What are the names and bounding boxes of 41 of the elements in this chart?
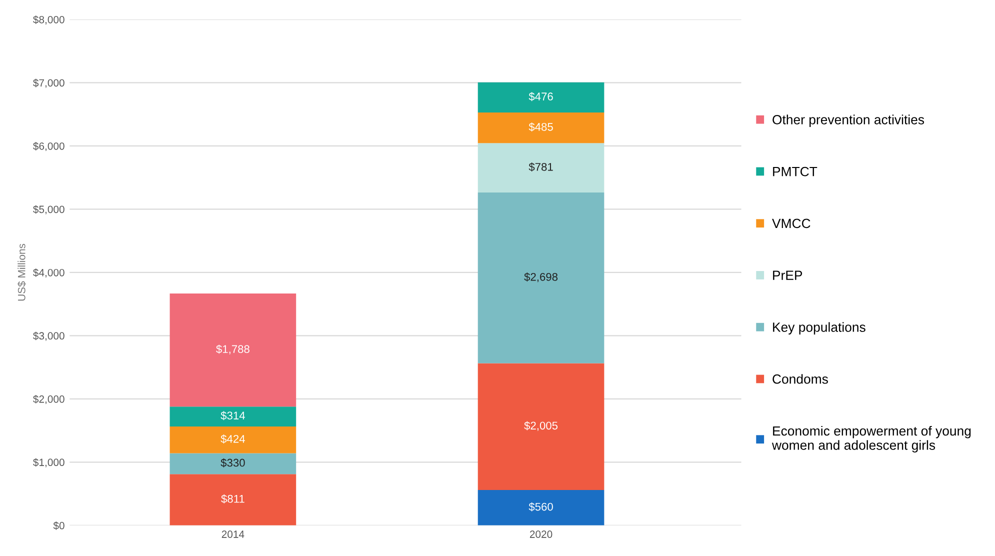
y-tick-label: $8,000 [33, 16, 64, 25]
data-label: $330 [220, 458, 245, 468]
y-tick-label: $6,000 [33, 142, 64, 152]
bar [170, 406, 296, 426]
legend-label: Key populations [773, 322, 866, 334]
bar [170, 474, 296, 526]
data-label: $811 [221, 494, 244, 504]
x-tick-label: 2020 [530, 530, 552, 538]
bar [478, 82, 604, 112]
x-tick-label: 2014 [222, 530, 244, 538]
legend-label: Other prevention activities [772, 114, 924, 127]
data-label: $560 [528, 502, 553, 512]
bar [170, 426, 296, 454]
data-label: $485 [528, 122, 553, 132]
data-label: $2,698 [524, 272, 558, 282]
bar [478, 363, 604, 490]
bar [478, 112, 604, 144]
data-label: $1,788 [216, 344, 250, 354]
bar [170, 294, 296, 407]
y-tick-label: $7,000 [33, 78, 64, 88]
legend-label: Economic empowerment of young women and adolescent girls [772, 426, 971, 452]
data-label: $314 [220, 411, 245, 420]
data-label: $476 [528, 92, 553, 102]
y-tick-label: $3,000 [33, 332, 64, 341]
y-tick-label: $1,000 [33, 458, 64, 468]
legend-label: PrEP [773, 270, 802, 280]
bar [478, 143, 604, 193]
legend-label: VMCC [772, 218, 810, 228]
legend-label: Condoms [772, 374, 828, 384]
y-tick-label: $2,000 [33, 394, 64, 404]
legend-label: PMTCT [773, 166, 818, 176]
bar [478, 192, 604, 364]
bar [170, 453, 296, 474]
y-tick-label: $0 [53, 521, 64, 530]
bar [478, 490, 604, 526]
data-label: $781 [528, 162, 553, 172]
y-tick-label: $5,000 [33, 205, 64, 214]
y-axis-title: US$ Millions [18, 244, 26, 301]
y-tick-label: $4,000 [33, 268, 64, 278]
data-label: $424 [220, 434, 245, 444]
data-label: $2,005 [524, 421, 558, 431]
